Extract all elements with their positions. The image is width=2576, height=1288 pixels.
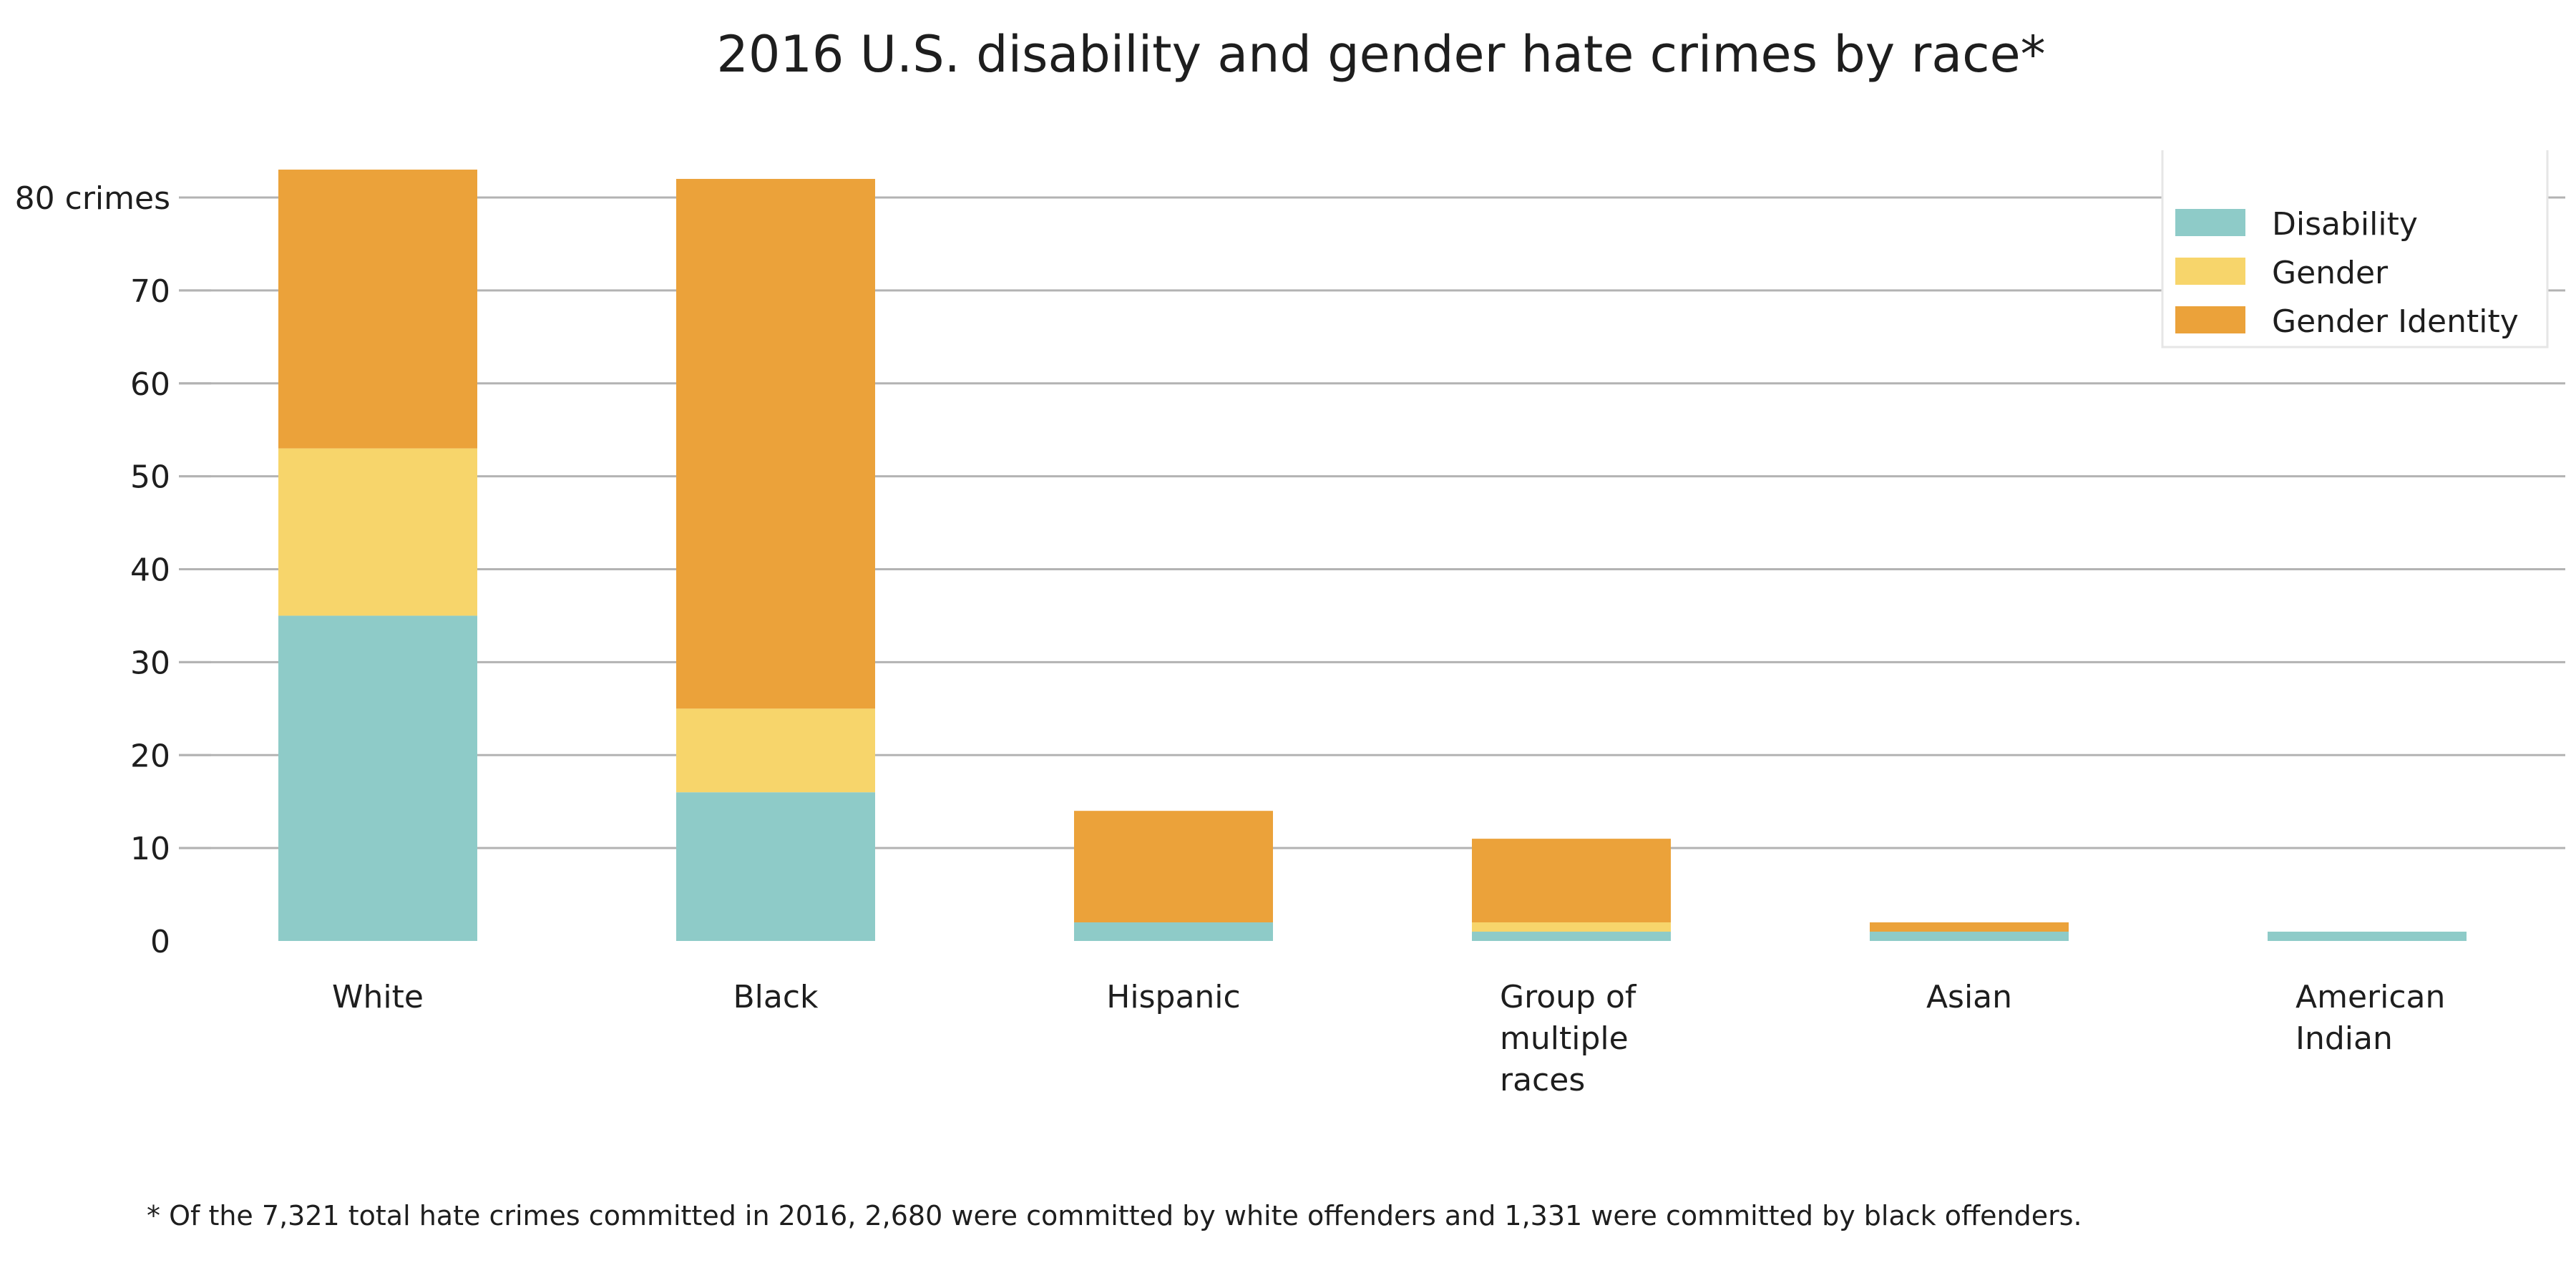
bars xyxy=(278,170,2467,941)
bar-segment xyxy=(676,179,875,709)
y-tick-label: 30 xyxy=(130,645,170,681)
y-tick-label: 40 xyxy=(130,552,170,589)
gridlines xyxy=(179,196,2565,849)
footnote: * Of the 7,321 total hate crimes committ… xyxy=(147,1200,2082,1231)
x-tick-label: Hispanic xyxy=(1106,979,1240,1015)
bar-segment xyxy=(278,170,477,449)
bar-segment xyxy=(676,792,875,941)
x-tick-label: White xyxy=(332,979,424,1015)
x-tick-label: Black xyxy=(733,979,819,1015)
legend-swatch xyxy=(2175,258,2245,285)
y-axis: 0 10 20 30 40 50 60 70 80 crimes xyxy=(15,180,211,960)
x-tick-label: Group of multiple races xyxy=(1500,979,1637,1098)
bar-segment xyxy=(2268,932,2467,941)
y-tick-label: 0 xyxy=(150,924,170,960)
y-tick-label: 60 xyxy=(130,366,170,403)
x-axis: White Black Hispanic Group of multiple races A… xyxy=(332,979,2445,1098)
y-tick-label: 70 xyxy=(130,273,170,310)
bar-segment xyxy=(676,708,875,793)
y-tick-label: 80 crimes xyxy=(15,180,170,217)
bar-segment xyxy=(1074,811,1273,923)
legend-label: Gender xyxy=(2272,255,2389,291)
chart-title: 2016 U.S. disability and gender hate cri… xyxy=(716,25,2045,84)
legend-label: Gender Identity xyxy=(2272,303,2519,340)
bar-segment xyxy=(278,615,477,941)
legend-frame xyxy=(2161,150,2549,348)
legend-swatch xyxy=(2175,306,2245,333)
bar-segment xyxy=(1472,932,1671,941)
bar-segment xyxy=(278,448,477,616)
y-tick-label: 50 xyxy=(130,459,170,496)
y-tick-label: 20 xyxy=(130,738,170,774)
y-tick-label: 10 xyxy=(130,831,170,867)
legend-label: Disability xyxy=(2272,206,2418,243)
legend: Disability Gender Gender Identity xyxy=(2161,150,2549,348)
bar-segment xyxy=(1870,932,2069,941)
bar-segment xyxy=(1074,922,1273,941)
bar-segment xyxy=(1870,922,2069,932)
x-tick-label: American Indian xyxy=(2296,979,2445,1057)
legend-swatch xyxy=(2175,209,2245,236)
x-tick-label: Asian xyxy=(1926,979,2012,1015)
bar-segment xyxy=(1472,922,1671,932)
bar-segment xyxy=(1472,839,1671,923)
